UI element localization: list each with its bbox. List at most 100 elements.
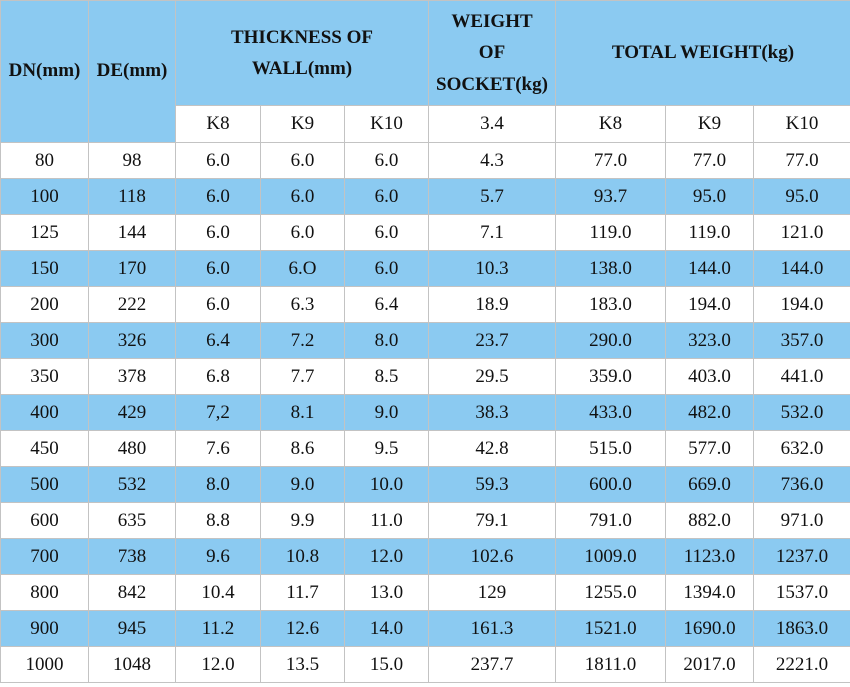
- cell: 4.3: [428, 142, 556, 179]
- cell: 480: [88, 430, 176, 467]
- cell: 118: [88, 178, 176, 215]
- cell: 10.4: [175, 574, 261, 611]
- cell: 170: [88, 250, 176, 287]
- cell: 8.8: [175, 502, 261, 539]
- cell: 9.9: [260, 502, 345, 539]
- cell: 9.6: [175, 538, 261, 575]
- cell: 13.5: [260, 646, 345, 683]
- cell: 10.0: [344, 466, 429, 503]
- subheader-k8-wall: K8: [175, 105, 261, 143]
- cell: 945: [88, 610, 176, 647]
- table-row: 600 635 8.8 9.9 11.0 79.1 791.0 882.0 971.0: [0, 502, 850, 539]
- cell: 1255.0: [555, 574, 666, 611]
- cell: 194.0: [665, 286, 754, 323]
- cell: 77.0: [752, 142, 850, 179]
- cell: 6.0: [260, 142, 345, 179]
- table-row: 900 945 11.2 12.6 14.0 161.3 1521.0 1690.0 1863.…: [0, 610, 850, 647]
- cell: 326: [88, 322, 176, 359]
- cell: 6.0: [344, 178, 429, 215]
- cell: 600: [0, 502, 89, 539]
- cell: 500: [0, 466, 89, 503]
- cell: 635: [88, 502, 176, 539]
- cell: 12.6: [260, 610, 345, 647]
- subheader-row: K8 K9 K10 3.4 K8 K9 K10: [1, 105, 850, 143]
- cell: 14.0: [344, 610, 429, 647]
- cell: 150: [0, 250, 89, 287]
- cell: 1690.0: [665, 610, 754, 647]
- cell: 12.0: [344, 538, 429, 575]
- table-row: 125 144 6.0 6.0 6.0 7.1 119.0 119.0 121.0: [0, 214, 850, 251]
- cell: 121.0: [752, 214, 850, 251]
- cell: 1521.0: [555, 610, 666, 647]
- cell: 129: [428, 574, 556, 611]
- cell: 378: [88, 358, 176, 395]
- table-row: 1000 1048 12.0 13.5 15.0 237.7 1811.0 2017.0 222…: [0, 646, 850, 683]
- cell: 38.3: [428, 394, 556, 431]
- cell: 882.0: [665, 502, 754, 539]
- cell: 1000: [0, 646, 89, 683]
- header-thickness: THICKNESS OF WALL(mm): [175, 0, 429, 106]
- cell: 450: [0, 430, 89, 467]
- cell: 8.0: [344, 322, 429, 359]
- table-row: 80 98 6.0 6.0 6.0 4.3 77.0 77.0 77.0: [0, 142, 850, 179]
- cell: 482.0: [665, 394, 754, 431]
- cell: 18.9: [428, 286, 556, 323]
- header-socket: WEIGHT OF SOCKET(kg): [428, 0, 556, 106]
- cell: 400: [0, 394, 89, 431]
- cell: 8.0: [175, 466, 261, 503]
- cell: 9.5: [344, 430, 429, 467]
- cell: 77.0: [665, 142, 754, 179]
- cell: 6.0: [344, 250, 429, 287]
- subheader-k10-wall: K10: [344, 105, 429, 143]
- table-row: 450 480 7.6 8.6 9.5 42.8 515.0 577.0 632.0: [0, 430, 850, 467]
- cell: 8.6: [260, 430, 345, 467]
- cell: 7.2: [260, 322, 345, 359]
- cell: 183.0: [555, 286, 666, 323]
- subheader-k9-wall: K9: [260, 105, 345, 143]
- cell: 350: [0, 358, 89, 395]
- cell: 102.6: [428, 538, 556, 575]
- cell: 144: [88, 214, 176, 251]
- cell: 842: [88, 574, 176, 611]
- cell: 6.0: [260, 214, 345, 251]
- cell: 290.0: [555, 322, 666, 359]
- cell: 6.0: [175, 250, 261, 287]
- table-row: 350 378 6.8 7.7 8.5 29.5 359.0 403.0 441.0: [0, 358, 850, 395]
- cell: 11.0: [344, 502, 429, 539]
- cell: 15.0: [344, 646, 429, 683]
- cell: 1394.0: [665, 574, 754, 611]
- cell: 222: [88, 286, 176, 323]
- cell: 6.0: [175, 178, 261, 215]
- cell: 971.0: [752, 502, 850, 539]
- cell: 357.0: [752, 322, 850, 359]
- cell: 10.8: [260, 538, 345, 575]
- table-header: DN(mm) DE(mm) THICKNESS OF WALL(mm) WEIG…: [0, 0, 850, 143]
- cell: 515.0: [555, 430, 666, 467]
- cell: 7.1: [428, 214, 556, 251]
- cell: 200: [0, 286, 89, 323]
- cell: 323.0: [665, 322, 754, 359]
- cell: 237.7: [428, 646, 556, 683]
- cell: 6.0: [344, 214, 429, 251]
- subheader-k9-total: K9: [665, 105, 754, 143]
- cell: 800: [0, 574, 89, 611]
- header-thickness-line2: WALL(mm): [251, 58, 353, 79]
- cell: 138.0: [555, 250, 666, 287]
- cell: 532: [88, 466, 176, 503]
- cell: 433.0: [555, 394, 666, 431]
- cell: 11.2: [175, 610, 261, 647]
- cell: 1811.0: [555, 646, 666, 683]
- cell: 6.8: [175, 358, 261, 395]
- cell: 791.0: [555, 502, 666, 539]
- cell: 11.7: [260, 574, 345, 611]
- header-dn: DN(mm): [0, 0, 89, 143]
- table-row: 500 532 8.0 9.0 10.0 59.3 600.0 669.0 736.0: [0, 466, 850, 503]
- cell: 8.1: [260, 394, 345, 431]
- header-de: DE(mm): [88, 0, 176, 143]
- cell: 5.7: [428, 178, 556, 215]
- header-socket-line1: WEIGHT: [451, 10, 533, 32]
- cell: 9.0: [344, 394, 429, 431]
- cell: 1123.0: [665, 538, 754, 575]
- cell: 10.3: [428, 250, 556, 287]
- cell: 42.8: [428, 430, 556, 467]
